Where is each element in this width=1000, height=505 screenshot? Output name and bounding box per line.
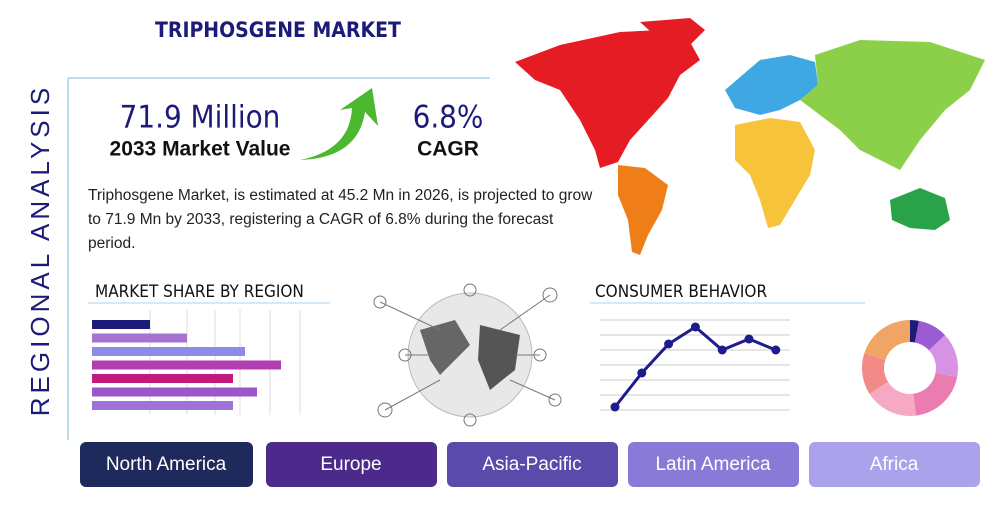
tab-bg[interactable] xyxy=(628,442,799,487)
tab[interactable]: Asia-Pacific xyxy=(447,442,618,487)
description: Triphosgene Market, is estimated at 45.2… xyxy=(88,187,593,252)
section-title: CONSUMER BEHAVIOR xyxy=(595,282,767,302)
tab[interactable]: Europe xyxy=(266,442,437,487)
stat-label: 2033 Market Value xyxy=(110,138,291,161)
donut-slice xyxy=(910,320,919,343)
tab-bg[interactable] xyxy=(266,442,437,487)
bar xyxy=(92,333,187,343)
bar xyxy=(92,360,281,370)
bar xyxy=(92,347,245,356)
world-map xyxy=(515,18,985,255)
stat-label: CAGR xyxy=(417,138,479,161)
donut-slice xyxy=(928,335,958,377)
tab-label[interactable]: Africa xyxy=(870,454,919,475)
stat-value: 6.8% xyxy=(413,100,484,136)
tab[interactable]: Latin America xyxy=(628,442,799,487)
tab-label[interactable]: Asia-Pacific xyxy=(482,454,581,475)
title: TRIPHOSGENE MARKET xyxy=(155,18,401,42)
donut-slice xyxy=(913,372,958,416)
side-label: REGIONAL ANALYSIS xyxy=(25,84,55,416)
point xyxy=(717,345,727,355)
tab[interactable]: North America xyxy=(80,442,253,487)
tab-bg[interactable] xyxy=(447,442,618,487)
bar xyxy=(92,401,233,410)
tab-bg[interactable] xyxy=(80,442,253,487)
description-box: Triphosgene Market, is estimated at 45.2… xyxy=(88,187,593,252)
tab-label[interactable]: Latin America xyxy=(655,454,771,475)
point xyxy=(637,368,647,378)
point xyxy=(771,345,781,355)
section-title: MARKET SHARE BY REGION xyxy=(95,282,304,302)
tab[interactable]: Africa xyxy=(809,442,980,487)
globe-network xyxy=(373,283,562,427)
point xyxy=(610,402,620,412)
tab-label[interactable]: North America xyxy=(106,454,227,475)
tab-label[interactable]: Europe xyxy=(320,454,381,475)
point xyxy=(664,339,674,349)
tab-bg[interactable] xyxy=(809,442,980,487)
growth-arrow xyxy=(300,88,378,160)
point xyxy=(744,334,754,344)
donut-slice xyxy=(864,320,910,360)
stat-value: 71.9 Million xyxy=(120,100,281,136)
donut-slice xyxy=(869,381,917,416)
donut-slice xyxy=(914,320,945,351)
bar xyxy=(92,374,233,383)
bar xyxy=(92,320,150,329)
point xyxy=(690,322,700,332)
bar xyxy=(92,387,257,397)
donut-slice xyxy=(862,353,889,394)
